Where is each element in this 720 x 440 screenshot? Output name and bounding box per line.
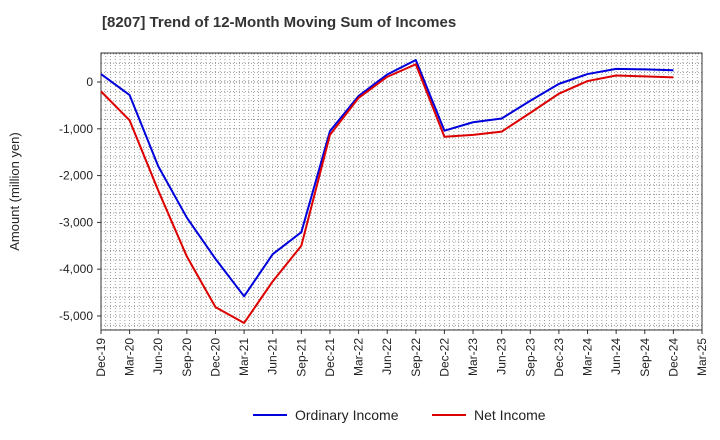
- x-tick-label: Mar-20: [123, 338, 137, 376]
- x-tick-label: Dec-20: [208, 338, 222, 377]
- legend: Ordinary Income Net Income: [253, 407, 546, 423]
- x-tick-label: Dec-19: [94, 338, 108, 377]
- x-tick-label: Sep-20: [180, 338, 194, 377]
- x-tick-label: Jun-22: [380, 338, 394, 375]
- x-tick-label: Jun-20: [151, 338, 165, 375]
- series-line-net-income: [100, 63, 674, 324]
- y-tick-label: -3,000: [59, 215, 93, 229]
- x-tick-label: Dec-23: [552, 338, 566, 377]
- series-line-ordinary-income: [100, 59, 674, 298]
- x-tick-label: Sep-23: [523, 338, 537, 377]
- x-tick-label: Sep-22: [409, 338, 423, 377]
- chart-title: [8207] Trend of 12-Month Moving Sum of I…: [102, 14, 457, 31]
- series-layer: [100, 59, 674, 324]
- x-tick-label: Jun-24: [609, 338, 623, 375]
- x-tick-label: Mar-22: [352, 338, 366, 376]
- x-tick-label: Jun-21: [266, 338, 280, 375]
- x-tick-label: Dec-22: [437, 338, 451, 377]
- legend-label: Ordinary Income: [295, 407, 399, 423]
- y-tick-label: -5,000: [59, 309, 93, 323]
- x-tick-label: Sep-24: [638, 338, 652, 377]
- plot-area: [100, 52, 703, 331]
- y-axis-title: Amount (million yen): [7, 132, 22, 251]
- x-tick-label: Mar-23: [466, 338, 480, 376]
- grid: [101, 53, 702, 330]
- x-tick-label: Mar-25: [695, 338, 709, 376]
- legend-label: Net Income: [474, 407, 546, 423]
- x-axis: Dec-19 Mar-20 Jun-20 Sep-20 Dec-20 Mar-21 Jun-…: [94, 330, 709, 377]
- y-tick-label: -2,000: [59, 169, 93, 183]
- x-tick-label: Dec-21: [323, 338, 337, 377]
- y-tick-label: -1,000: [59, 122, 93, 136]
- x-tick-label: Sep-21: [294, 338, 308, 377]
- x-tick-label: Mar-21: [237, 338, 251, 376]
- y-tick-label: -4,000: [59, 262, 93, 276]
- x-tick-label: Dec-24: [666, 338, 680, 377]
- y-axis: 0 -1,000 -2,000 -3,000 -4,000 -5,000: [59, 75, 101, 323]
- y-tick-label: 0: [86, 75, 93, 89]
- x-tick-label: Jun-23: [495, 338, 509, 375]
- x-tick-label: Mar-24: [581, 338, 595, 376]
